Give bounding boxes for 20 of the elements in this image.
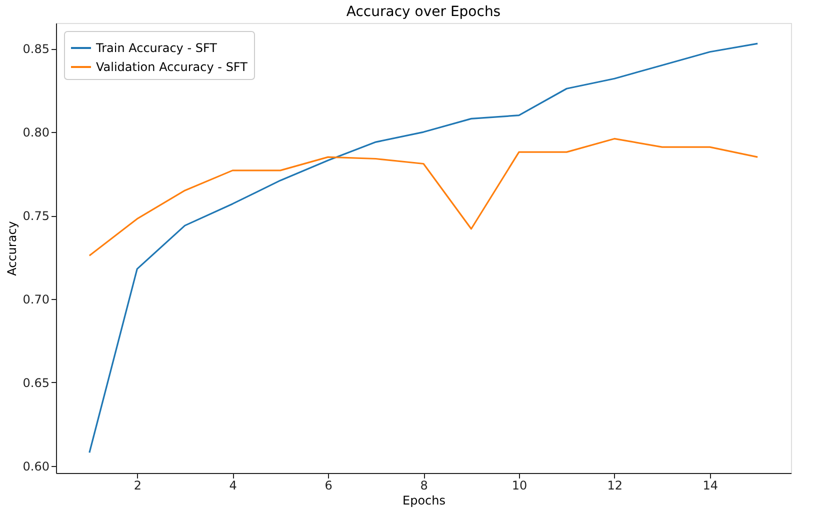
legend-label: Validation Accuracy - SFT [96,60,248,74]
x-tick-label: 4 [229,478,237,492]
x-tick-label: 8 [420,478,428,492]
y-tick-label: 0.75 [22,209,50,224]
line-series [88,42,758,454]
x-axis-title: Epochs [402,494,446,508]
y-tick-label: 0.65 [22,376,50,390]
y-tick-label: 0.85 [22,42,50,56]
x-tick-label: 6 [324,478,332,492]
x-tick-label: 2 [134,478,142,492]
x-tick-label: 10 [512,478,528,492]
y-tick-label: 0.60 [22,459,50,474]
line-series [88,138,758,256]
x-tick-label: 12 [607,478,623,492]
y-tick-label: 0.80 [22,126,50,140]
legend-label: Train Accuracy - SFT [95,41,218,55]
y-axis-title: Accuracy [4,221,19,276]
x-tick-label: 14 [702,478,718,492]
chart-title: Accuracy over Epochs [346,4,501,20]
y-tick-label: 0.70 [22,292,50,307]
